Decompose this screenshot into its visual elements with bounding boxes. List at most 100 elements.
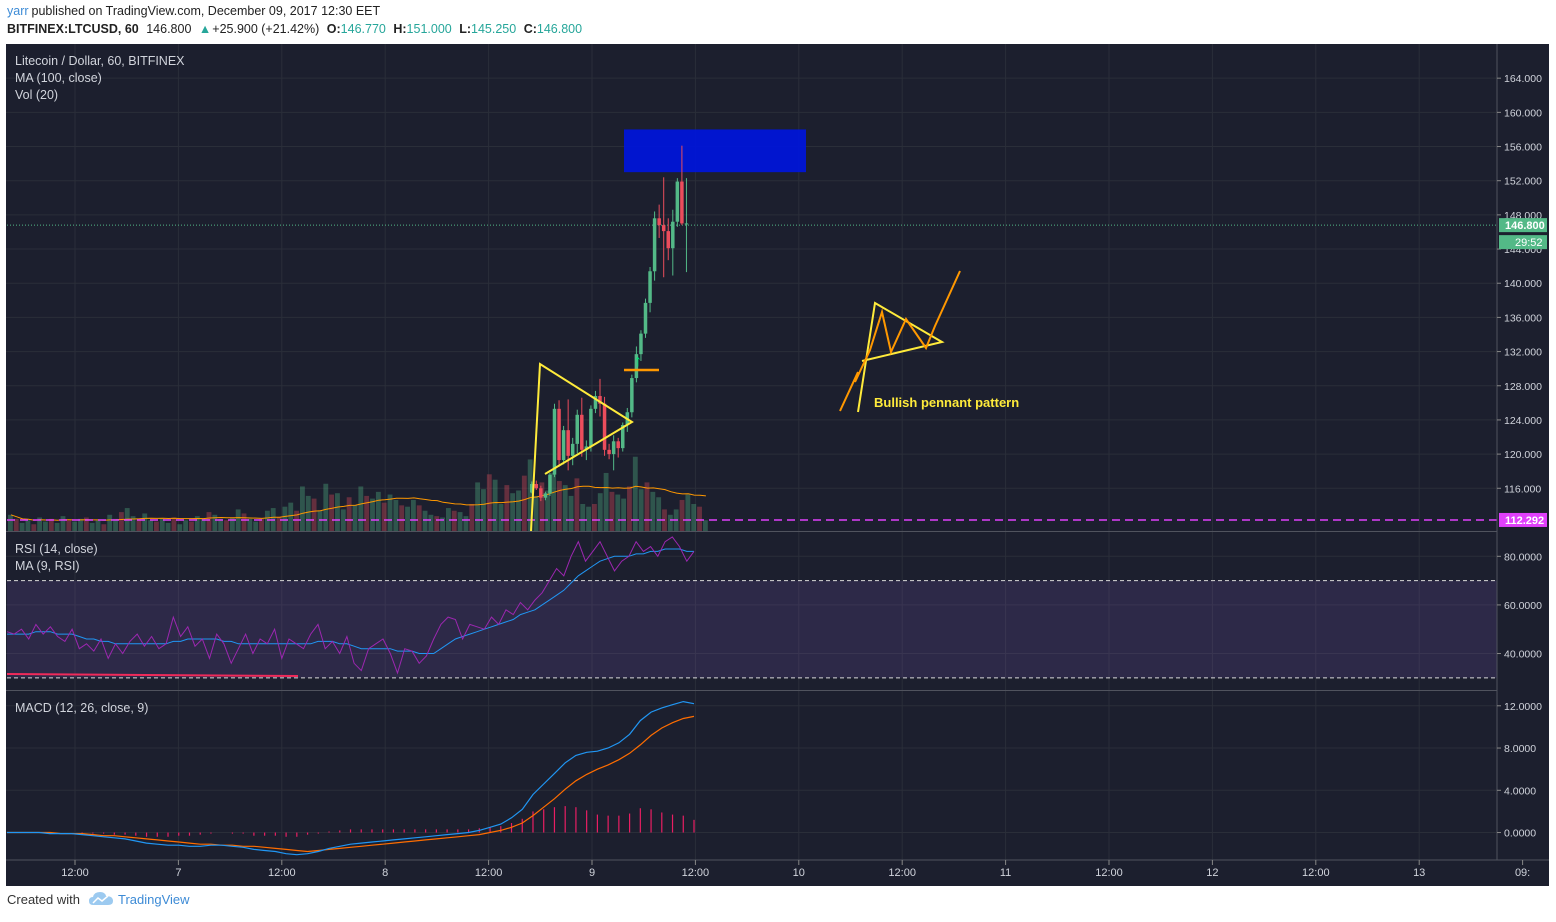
volume-bar xyxy=(183,520,189,531)
example-price-path-orange[interactable] xyxy=(839,270,961,412)
candle-body xyxy=(561,430,566,461)
rsi-ma-legend[interactable]: MA (9, RSI) xyxy=(15,559,80,573)
grid-lines xyxy=(6,44,1524,860)
price-tick-label: 12.0000 xyxy=(1504,701,1542,713)
tradingview-cloud-icon[interactable] xyxy=(88,890,114,908)
volume-bar xyxy=(551,472,556,531)
main-title-legend[interactable]: Litecoin / Dollar, 60, BITFINEX xyxy=(15,54,185,68)
volume-bar xyxy=(679,499,685,531)
volume-bar xyxy=(253,521,259,531)
publish-info: published on TradingView.com, December 0… xyxy=(31,4,381,18)
volume-bar xyxy=(632,456,638,531)
footer: Created with TradingView xyxy=(0,886,1556,917)
volume-bar xyxy=(13,518,19,531)
volume-bar xyxy=(189,521,194,531)
volume-bar xyxy=(229,517,235,531)
volume-bar xyxy=(294,510,299,531)
price-tick-label: 164.000 xyxy=(1504,73,1542,85)
volume-bar xyxy=(352,505,358,531)
symbol-label: BITFINEX:LTCUSD, 60 xyxy=(7,22,139,36)
price-tick-label: 156.000 xyxy=(1504,142,1542,154)
target-zone-box[interactable] xyxy=(624,129,806,173)
volume-bar xyxy=(224,520,229,531)
volume-bar xyxy=(43,521,48,531)
volume-bar xyxy=(691,504,697,531)
price-tick-label: 128.000 xyxy=(1504,381,1542,393)
volume-bar xyxy=(72,521,78,531)
volume-bar xyxy=(107,514,113,531)
volume-bar xyxy=(556,481,562,531)
volume-bar xyxy=(31,524,37,531)
open-value: 146.770 xyxy=(340,22,386,36)
candle-body xyxy=(543,493,548,498)
volume-bar xyxy=(60,516,66,531)
volume-bar xyxy=(627,486,632,531)
last-price-tag-text: 146.800 xyxy=(1505,220,1545,232)
pane-separators xyxy=(6,531,1549,691)
volume-bar xyxy=(475,482,481,531)
volume-bar xyxy=(375,491,381,531)
countdown-tag xyxy=(1499,235,1547,250)
pattern-drawings[interactable]: ↑ Bullish pennant pattern xyxy=(530,270,1019,532)
price-tick-label: 144.000 xyxy=(1504,244,1542,256)
volume-bar xyxy=(83,517,89,531)
vol-legend[interactable]: Vol (20) xyxy=(15,88,58,102)
volume-bar xyxy=(165,522,171,531)
rsi-red-trendline[interactable] xyxy=(6,673,299,677)
green-up-arrow-icon: ↑ xyxy=(634,353,642,370)
volume-bar xyxy=(667,514,673,531)
volume-bar xyxy=(282,506,288,531)
volume-bar xyxy=(159,518,165,531)
volume-bar xyxy=(463,516,469,531)
candle-body xyxy=(684,223,689,225)
volume-bar xyxy=(340,509,346,531)
rsi-legend[interactable]: RSI (14, close) xyxy=(15,542,98,556)
volume-bar xyxy=(323,483,329,531)
volume-bar xyxy=(206,512,212,531)
volume-bar xyxy=(410,499,416,531)
volume-bar xyxy=(656,497,662,531)
author-link[interactable]: yarr xyxy=(7,4,29,18)
tradingview-link[interactable]: TradingView xyxy=(118,892,190,907)
volume-bar xyxy=(481,489,486,531)
candlesticks xyxy=(530,145,689,502)
volume-bar xyxy=(592,504,597,531)
time-axis-area[interactable] xyxy=(6,860,1549,886)
candle-body xyxy=(530,484,534,493)
volume-bar xyxy=(504,485,510,531)
high-value: 151.000 xyxy=(406,22,452,36)
close-label: C: xyxy=(523,22,537,36)
candle-body xyxy=(639,333,643,355)
volume-bar xyxy=(533,495,539,531)
volume-bar xyxy=(702,520,708,531)
candle-body xyxy=(602,403,607,450)
publish-line: yarr published on TradingView.com, Decemb… xyxy=(7,4,384,18)
volume-bar xyxy=(422,510,428,531)
price-tick-label: 120.000 xyxy=(1504,449,1542,461)
countdown-tag-text: 29:52 xyxy=(1515,237,1543,249)
price-tick-label: 8.0000 xyxy=(1504,743,1536,755)
close-value: 146.800 xyxy=(536,22,583,36)
time-tick-label: 12:00 xyxy=(61,867,89,879)
volume-bar xyxy=(78,518,83,531)
volume-bar xyxy=(101,524,107,531)
candle-body xyxy=(575,414,579,444)
volume-bar xyxy=(335,493,340,531)
volume-bar xyxy=(405,506,410,531)
time-tick-label: 09: xyxy=(1515,867,1530,879)
price-tick-label: 80.0000 xyxy=(1504,551,1542,563)
price-tick-label: 40.0000 xyxy=(1504,649,1542,661)
pennant-left-yellow[interactable] xyxy=(530,362,634,532)
price-axis-area[interactable] xyxy=(1497,44,1549,860)
price-tick-label: 124.000 xyxy=(1504,415,1542,427)
candle-body xyxy=(616,441,620,449)
candle-body xyxy=(598,396,602,404)
level-price-tag xyxy=(1499,512,1547,527)
volume-bar xyxy=(194,516,200,531)
low-label: L: xyxy=(459,22,472,36)
candle-body xyxy=(643,302,648,334)
candle-body xyxy=(611,441,616,455)
macd-legend[interactable]: MACD (12, 26, close, 9) xyxy=(15,701,148,715)
ma-legend[interactable]: MA (100, close) xyxy=(15,71,102,85)
